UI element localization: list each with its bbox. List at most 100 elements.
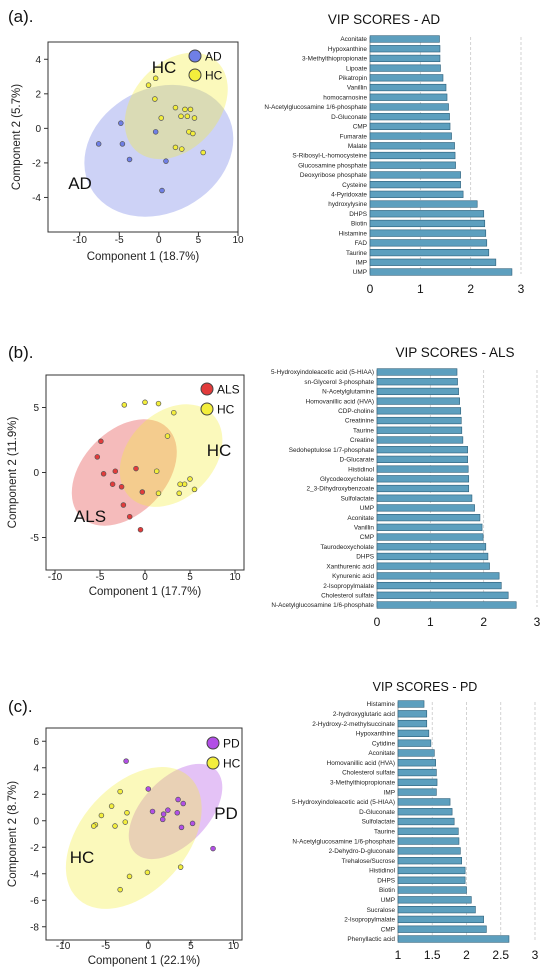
- category-label: Kynurenic acid: [332, 573, 374, 580]
- vip-bar: [397, 768, 437, 777]
- category-label: DHPS: [349, 211, 367, 218]
- vip-bar: [397, 896, 472, 904]
- vip-bar: [369, 210, 485, 218]
- category-label: Trehalose/Sucrose: [342, 858, 396, 865]
- category-label: Sulfolactate: [341, 495, 375, 502]
- vip-bar: [376, 368, 458, 376]
- y-tick-label: 5: [33, 403, 39, 414]
- data-point-hc: [191, 115, 198, 121]
- x-tick-label: -5: [96, 572, 105, 583]
- vip-bar: [376, 446, 468, 454]
- x-tick-label: -5: [101, 941, 110, 952]
- category-label: N-Acetylglutamine: [322, 389, 374, 396]
- category-label: Pikatropin: [339, 75, 368, 82]
- y-tick-label: 4: [33, 763, 39, 774]
- category-label: 2-Isopropylmalate: [323, 583, 374, 590]
- data-point-ad: [118, 120, 124, 126]
- category-label: CMP: [360, 534, 374, 541]
- data-point-pd: [178, 824, 185, 831]
- y-tick-label: 2: [35, 89, 41, 100]
- data-point-hc: [108, 803, 115, 809]
- x-axis-label: Component 1 (22.1%): [88, 955, 201, 967]
- category-label: Sucralose: [367, 907, 396, 914]
- category-label: D-Gluconate: [331, 114, 367, 121]
- vip-bar: [397, 710, 428, 718]
- data-point-hc: [181, 481, 188, 487]
- vip-bar: [369, 122, 451, 130]
- vip-panel-ad: VIP SCORES - AD 0 1 2 3 Aconitate Hypoxanthine…: [264, 12, 524, 296]
- vip-bar: [376, 562, 490, 570]
- legend-label-als: ALS: [217, 383, 240, 397]
- vip-bar: [369, 229, 487, 237]
- category-label: Homovanillic acid (HVA): [327, 760, 395, 767]
- category-label: Vanillin: [347, 85, 368, 92]
- vip-bar: [369, 74, 444, 82]
- data-point-als: [112, 468, 119, 474]
- pca-panel-b: (b). -10 -5 0 5 10 -5 0 5 Component 1 (17.7%) Comp…: [7, 343, 245, 598]
- vip-bar: [376, 465, 469, 473]
- x-tick-label: 0: [367, 282, 374, 296]
- vip-bar: [376, 436, 464, 444]
- data-point-hc: [152, 75, 159, 82]
- vip-bar: [369, 64, 441, 72]
- vip-bar: [397, 935, 510, 943]
- x-tick-label: 2.5: [492, 948, 509, 962]
- category-label: 3-Methylthiopropionate: [302, 56, 367, 63]
- data-point-hc: [184, 113, 191, 120]
- vip-bar: [376, 475, 470, 483]
- category-label: IMP: [356, 259, 367, 266]
- data-point-hc: [182, 106, 188, 113]
- x-tick-label: 2: [463, 948, 470, 962]
- vip-bar: [369, 93, 448, 101]
- group-label-hc: HC: [207, 441, 232, 460]
- category-label: D-Gluconate: [359, 809, 395, 816]
- vip-bar: [369, 171, 461, 179]
- vip-bar: [376, 572, 500, 580]
- vip-bar: [369, 268, 513, 276]
- data-point-als: [120, 502, 127, 508]
- vip-bar: [376, 552, 489, 561]
- x-tick-label: 0: [156, 235, 162, 246]
- y-tick-label: 4: [35, 55, 41, 66]
- vip-bar: [397, 788, 437, 796]
- vip-bar: [369, 142, 455, 150]
- group-label-hc: HC: [152, 58, 177, 77]
- y-tick-label: -4: [30, 869, 39, 880]
- group-label-hc: HC: [70, 848, 95, 867]
- x-tick-label: 10: [229, 572, 241, 583]
- category-label: 2-hydroxyglutaric acid: [333, 711, 396, 718]
- confidence-ellipse-als: [71, 419, 177, 526]
- category-label: Cytidine: [372, 740, 396, 747]
- confidence-ellipse-hc: [65, 767, 202, 909]
- x-tick-label: -10: [48, 572, 63, 583]
- category-label: homocarnosine: [323, 94, 367, 101]
- vip-bar: [369, 190, 464, 198]
- data-point-hc: [98, 812, 105, 819]
- data-point-als: [139, 489, 146, 495]
- vip-bar: [369, 248, 490, 257]
- legend-marker-hc: [188, 68, 202, 82]
- legend-marker-ad: [188, 49, 202, 63]
- group-label-ad: AD: [68, 174, 92, 193]
- data-point-ad: [95, 141, 102, 147]
- vip-bar: [376, 407, 462, 415]
- data-point-pd: [174, 810, 180, 816]
- category-label: Taurine: [346, 250, 367, 257]
- vip-bar: [397, 798, 451, 806]
- vip-bar: [397, 808, 453, 816]
- category-label: D-Glucarate: [340, 457, 375, 464]
- vip-bar: [397, 729, 430, 738]
- y-tick-label: 0: [33, 816, 39, 827]
- y-axis-label: Component 2 (5.7%): [11, 84, 23, 190]
- category-label: Malate: [348, 143, 368, 150]
- vip-bar: [369, 113, 450, 121]
- category-label: Cysteine: [342, 182, 367, 189]
- data-point-pd: [210, 845, 216, 852]
- data-point-hc: [176, 490, 182, 497]
- category-label: 5-Hydroxyindoleacetic acid (5-HIAA): [292, 799, 395, 806]
- x-axis-label: Component 1 (17.7%): [89, 586, 202, 598]
- category-label: S-Ribosyl-L-homocysteine: [292, 153, 367, 160]
- data-point-hc: [187, 106, 194, 113]
- data-point-ad: [119, 141, 126, 147]
- data-point-hc: [153, 468, 160, 474]
